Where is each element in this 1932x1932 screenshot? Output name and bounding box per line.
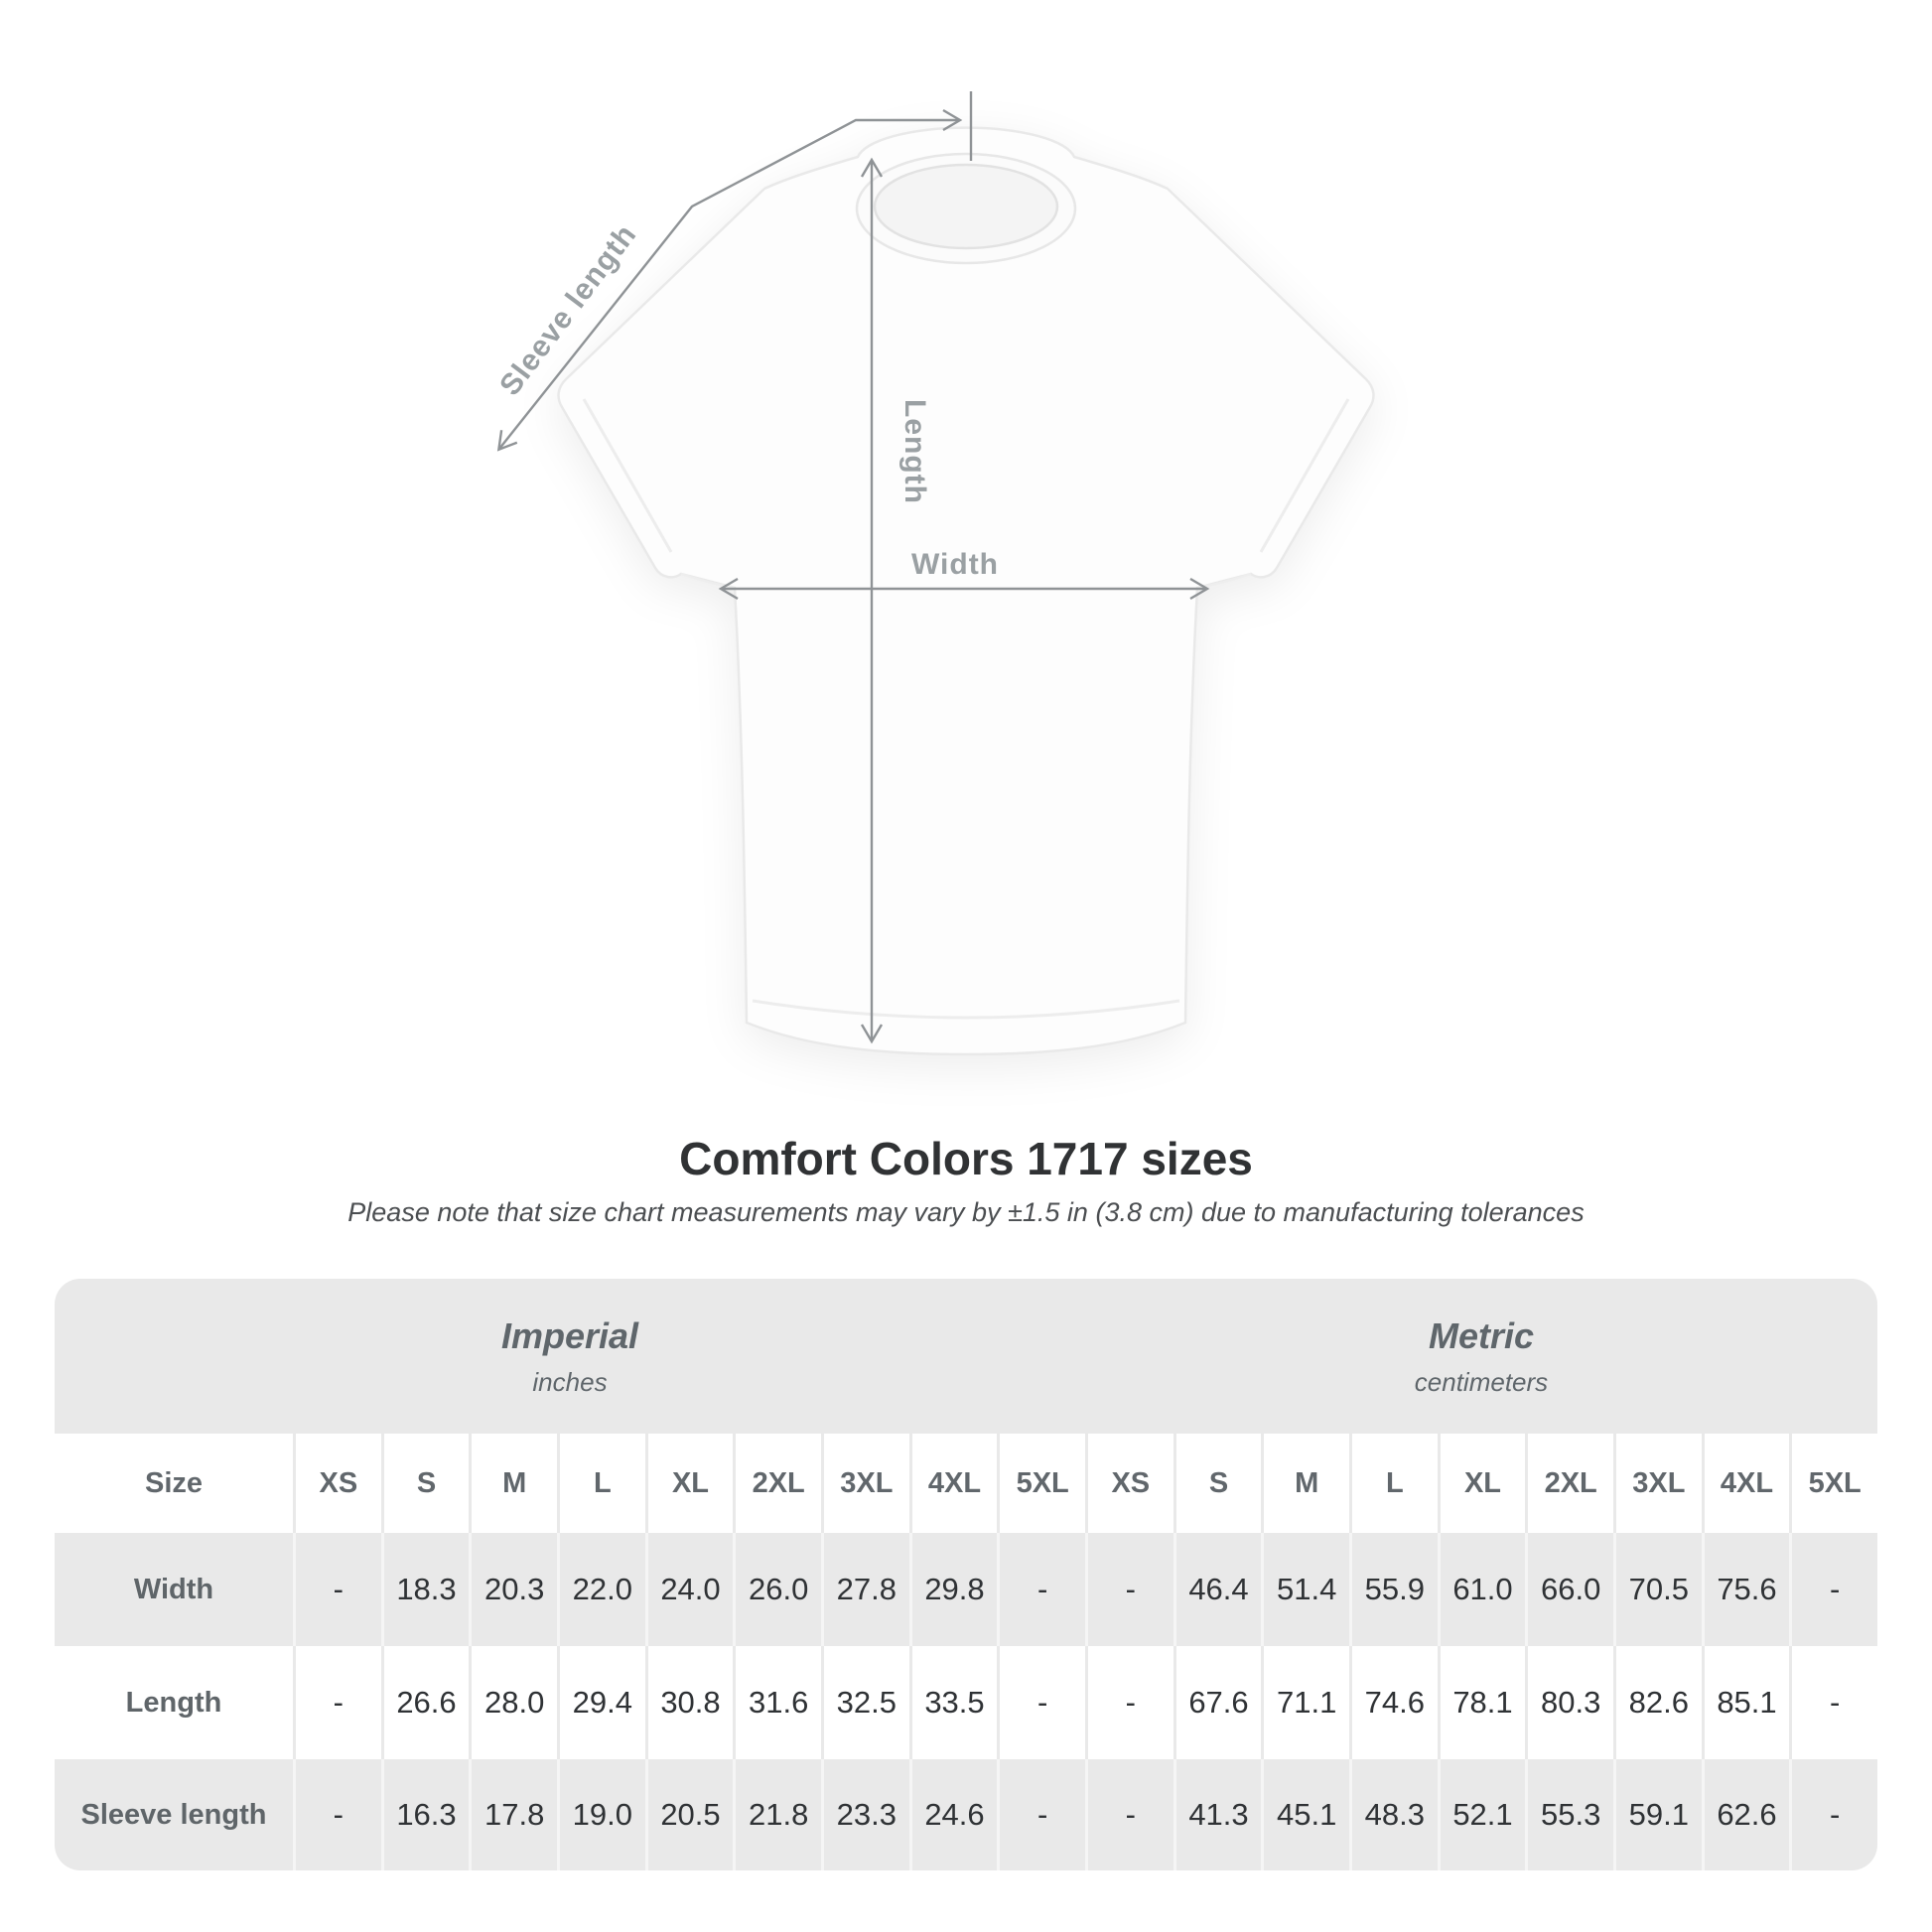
value-cell: - — [293, 1533, 381, 1646]
size-col-header-imperial-l: L — [556, 1434, 645, 1533]
value-cell: 48.3 — [1348, 1759, 1438, 1870]
size-col-header-imperial-2xl: 2XL — [733, 1434, 821, 1533]
value-cell: 18.3 — [380, 1533, 470, 1646]
size-col-header-metric-l: L — [1348, 1434, 1438, 1533]
value-cell: 21.8 — [733, 1759, 821, 1870]
value-cell: 82.6 — [1612, 1646, 1702, 1759]
tshirt-image — [557, 126, 1375, 1056]
imperial-unit: inches — [532, 1366, 608, 1397]
metric-band: Metric centimeters — [1085, 1279, 1877, 1434]
row-label-length: Length — [55, 1646, 293, 1759]
tshirt-measurement-diagram: Sleeve length Length Width — [493, 91, 1375, 1056]
value-cell: 26.0 — [733, 1533, 821, 1646]
value-cell: - — [997, 1646, 1085, 1759]
value-cell: 30.8 — [644, 1646, 734, 1759]
size-col-header-imperial-s: S — [380, 1434, 470, 1533]
value-cell: 29.4 — [556, 1646, 645, 1759]
size-col-header-metric-2xl: 2XL — [1525, 1434, 1613, 1533]
value-cell: 22.0 — [556, 1533, 645, 1646]
size-col-header-metric-4xl: 4XL — [1701, 1434, 1790, 1533]
value-cell: 24.0 — [644, 1533, 734, 1646]
size-table: Imperial inches Metric centimeters Size … — [55, 1279, 1877, 1870]
value-cell: - — [1789, 1646, 1877, 1759]
metric-unit: centimeters — [1414, 1366, 1549, 1397]
value-cell: - — [997, 1759, 1085, 1870]
value-cell: 24.6 — [908, 1759, 998, 1870]
value-cell: 80.3 — [1525, 1646, 1613, 1759]
size-col-header-imperial-5xl: 5XL — [997, 1434, 1085, 1533]
size-col-header-metric-3xl: 3XL — [1612, 1434, 1702, 1533]
value-cell: 27.8 — [820, 1533, 909, 1646]
imperial-title: Imperial — [500, 1314, 639, 1356]
value-cell: 55.3 — [1525, 1759, 1613, 1870]
imperial-band: Imperial inches — [55, 1279, 1085, 1434]
length-label: Length — [898, 399, 931, 504]
value-cell: - — [1084, 1646, 1173, 1759]
row-label-width: Width — [133, 1573, 214, 1605]
row-label-sleeve-length: Sleeve length — [80, 1798, 267, 1831]
size-col-header-imperial-3xl: 3XL — [820, 1434, 909, 1533]
value-cell: - — [1789, 1759, 1877, 1870]
value-cell: 52.1 — [1437, 1759, 1526, 1870]
value-cell: 28.0 — [469, 1646, 557, 1759]
size-col-header-metric-5xl: 5XL — [1789, 1434, 1877, 1533]
value-cell: 61.0 — [1437, 1533, 1526, 1646]
value-cell: 85.1 — [1701, 1646, 1790, 1759]
value-cell: 70.5 — [1612, 1533, 1702, 1646]
value-cell: 19.0 — [556, 1759, 645, 1870]
value-cell: 62.6 — [1701, 1759, 1790, 1870]
value-cell: 55.9 — [1348, 1533, 1438, 1646]
value-cell: - — [997, 1533, 1085, 1646]
value-cell: 46.4 — [1173, 1533, 1262, 1646]
value-cell: - — [293, 1759, 381, 1870]
value-cell: 33.5 — [908, 1646, 998, 1759]
value-cell: 20.3 — [469, 1533, 557, 1646]
width-label: Width — [911, 548, 999, 581]
size-col-header-metric-s: S — [1173, 1434, 1262, 1533]
value-cell: 74.6 — [1348, 1646, 1438, 1759]
value-cell: 20.5 — [644, 1759, 734, 1870]
value-cell: 26.6 — [380, 1646, 470, 1759]
value-cell: 75.6 — [1701, 1533, 1790, 1646]
size-col-header-imperial-xs: XS — [293, 1434, 381, 1533]
value-cell: 78.1 — [1437, 1646, 1526, 1759]
value-cell: - — [293, 1646, 381, 1759]
size-col-header-metric-xs: XS — [1084, 1434, 1173, 1533]
value-cell: 41.3 — [1173, 1759, 1262, 1870]
size-column-header: Size — [55, 1434, 293, 1533]
value-cell: - — [1789, 1533, 1877, 1646]
value-cell: - — [1084, 1759, 1173, 1870]
value-cell: 45.1 — [1261, 1759, 1349, 1870]
size-col-header-metric-xl: XL — [1437, 1434, 1526, 1533]
size-col-header-imperial-xl: XL — [644, 1434, 734, 1533]
value-cell: 16.3 — [380, 1759, 470, 1870]
sleeve-length-line — [496, 108, 963, 452]
value-cell: 23.3 — [820, 1759, 909, 1870]
size-col-header-imperial-4xl: 4XL — [908, 1434, 998, 1533]
metric-title: Metric — [1428, 1314, 1534, 1356]
value-cell: - — [1084, 1533, 1173, 1646]
value-cell: 66.0 — [1525, 1533, 1613, 1646]
value-cell: 67.6 — [1173, 1646, 1262, 1759]
value-cell: 32.5 — [820, 1646, 909, 1759]
value-cell: 31.6 — [733, 1646, 821, 1759]
tolerance-note: Please note that size chart measurements… — [347, 1197, 1585, 1227]
value-cell: 17.8 — [469, 1759, 557, 1870]
value-cell: 29.8 — [908, 1533, 998, 1646]
page-title: Comfort Colors 1717 sizes — [679, 1133, 1253, 1184]
value-cell: 59.1 — [1612, 1759, 1702, 1870]
size-col-header-imperial-m: M — [469, 1434, 557, 1533]
value-cell: 51.4 — [1261, 1533, 1349, 1646]
size-col-header-metric-m: M — [1261, 1434, 1349, 1533]
value-cell: 71.1 — [1261, 1646, 1349, 1759]
